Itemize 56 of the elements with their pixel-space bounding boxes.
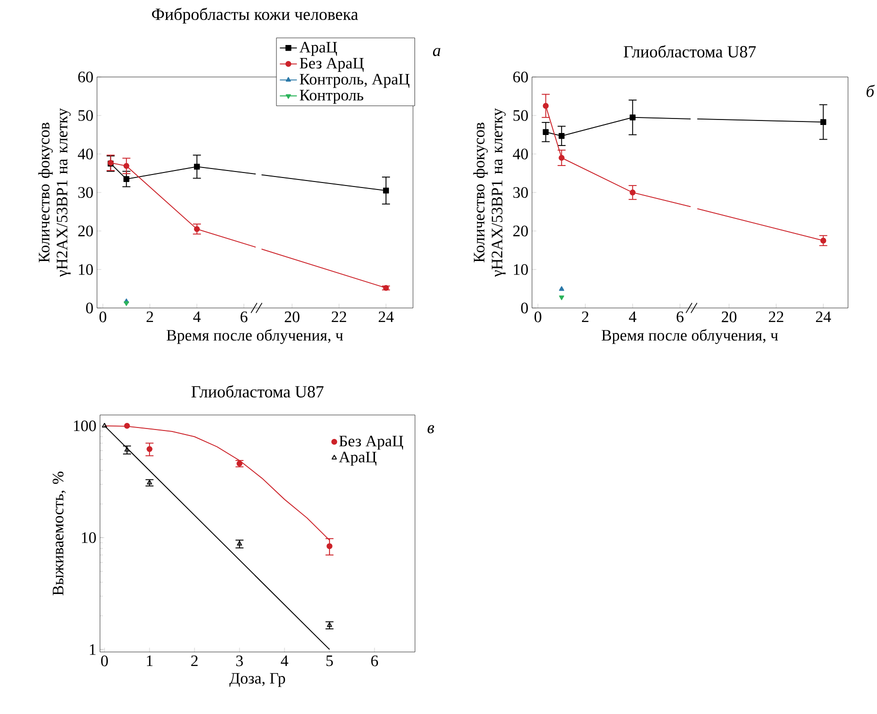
y-axis-title: Количество фокусов γH2AX/53BP1 на клетку [38,108,71,277]
y-tick-label: 20 [78,226,93,236]
y-tick-label: 10 [82,532,96,544]
y-tick-label: 50 [78,110,93,121]
legend-label: Без АраЦ [300,58,364,72]
y-tick-label: 60 [513,72,528,82]
y-tick-label: 60 [78,72,93,82]
legend-label: Без АраЦ [339,436,404,450]
y-tick-label: 100 [74,420,96,432]
legend-label: АраЦ [299,42,337,56]
x-tick-label: 22 [768,312,784,322]
y-tick-label: 10 [78,264,93,275]
y-axis-title: Выживаемость, % [52,472,66,596]
y-axis-title: Количество фокусов γH2AX/53BP1 на клетку [473,108,506,277]
legend-label: Контроль [300,90,364,104]
x-tick-label: 3 [236,656,243,666]
x-tick-label: 4 [280,656,288,666]
y-tick-label: 1 [90,644,96,655]
x-tick-label: 0 [100,312,106,322]
x-axis-title: Доза, Гр [229,673,286,687]
x-axis-title: Время после облучения, ч [602,329,778,344]
x-tick-label: 22 [332,312,346,322]
x-tick-label: 4 [193,312,201,322]
y-tick-label: 40 [512,148,528,160]
x-tick-label: 2 [146,312,153,322]
y-tick-label: 0 [86,302,93,314]
y-tick-label: 30 [78,187,93,198]
x-tick-label: 6 [240,312,248,322]
chart-title: Глиобластома U87 [191,385,324,398]
legend-label: АраЦ [338,452,376,466]
x-tick-label: 5 [326,656,333,666]
x-tick-label: 6 [676,312,684,322]
x-tick-label: 1 [146,656,153,666]
text: а [432,48,440,56]
x-tick-label: 20 [722,312,736,322]
x-tick-label: 24 [378,312,394,322]
y-tick-label: 20 [513,226,528,236]
text: б [866,84,875,97]
x-tick-label: 2 [582,312,588,322]
legend-label: Контроль, АраЦ [300,74,410,88]
x-tick-label: 24 [816,312,831,322]
y-tick-label: 10 [514,264,528,275]
y-tick-label: 40 [78,148,93,160]
x-axis-title: Время после облучения, ч [166,329,343,344]
chart-title: Глиобластома U87 [624,45,756,58]
y-tick-label: 30 [513,187,528,198]
x-tick-label: 0 [534,312,542,322]
x-tick-label: 2 [191,656,198,666]
x-tick-label: 0 [101,656,108,666]
text: в [428,425,434,434]
x-tick-label: 4 [628,312,636,322]
chart-title: Фибробласты кожи человека [152,8,358,24]
y-tick-label: 50 [513,110,528,121]
x-tick-label: 6 [371,656,378,666]
y-tick-label: 0 [521,302,528,314]
x-tick-label: 20 [284,312,300,322]
